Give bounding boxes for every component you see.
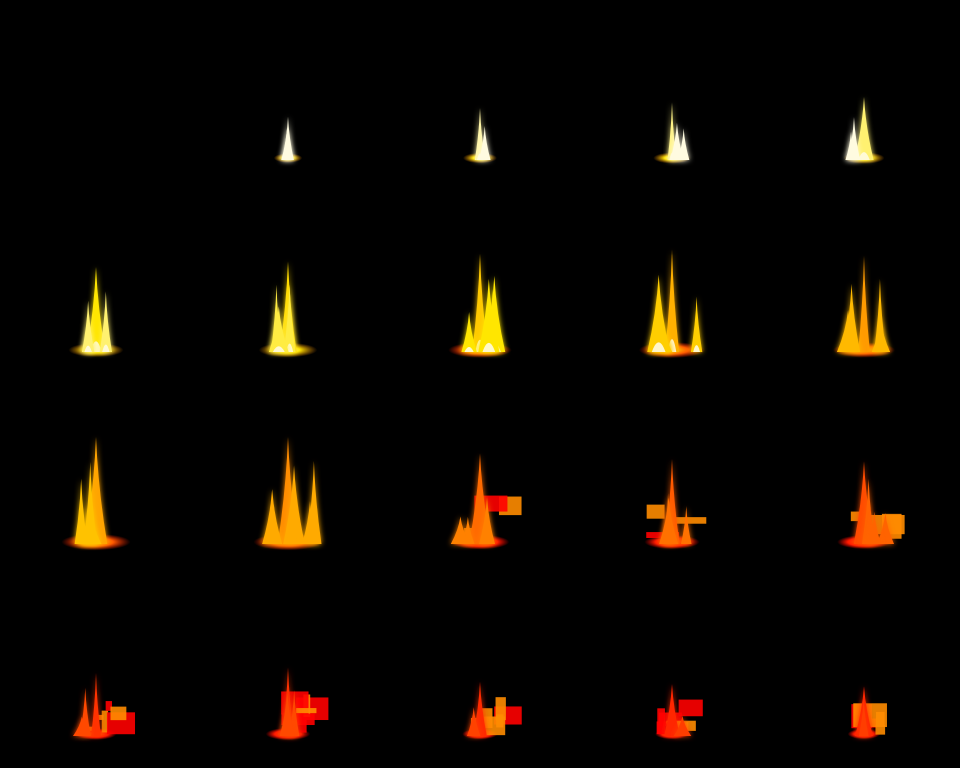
flame-spike bbox=[670, 122, 684, 160]
flame-spike bbox=[283, 284, 296, 352]
flame-spike bbox=[858, 256, 870, 352]
flame-core bbox=[850, 154, 858, 160]
flame-core bbox=[481, 155, 489, 160]
flame-spike bbox=[680, 506, 692, 544]
flame-core bbox=[283, 155, 291, 160]
flame-spike bbox=[842, 283, 861, 352]
ember-block bbox=[875, 724, 886, 735]
sprite-frame-8 bbox=[638, 249, 706, 358]
flame-core bbox=[102, 344, 110, 352]
ember-block bbox=[101, 710, 109, 733]
sprite-frame-18 bbox=[655, 684, 703, 740]
sprite-frame-14 bbox=[837, 461, 905, 549]
flame-spike bbox=[283, 465, 305, 544]
ember-block bbox=[672, 517, 707, 524]
sprite-frame-5 bbox=[68, 267, 124, 357]
flame-core bbox=[84, 345, 92, 352]
sprite-frame-9 bbox=[833, 256, 895, 358]
flame-spike bbox=[81, 300, 95, 352]
flame-spike bbox=[478, 278, 500, 352]
flame-spike bbox=[281, 127, 293, 160]
sprite-frame-12 bbox=[450, 453, 522, 550]
sprite-frame-19 bbox=[847, 686, 887, 740]
flame-core bbox=[272, 346, 285, 352]
ember-block bbox=[657, 708, 665, 735]
sprite-frame-16 bbox=[265, 667, 329, 741]
flame-spike bbox=[83, 461, 98, 544]
flame-core bbox=[464, 347, 474, 352]
flame-spike bbox=[664, 684, 680, 736]
flame-spike bbox=[79, 687, 91, 736]
flame-core bbox=[693, 345, 701, 352]
flame-core bbox=[858, 152, 870, 160]
flame-core bbox=[482, 342, 496, 352]
flame-core bbox=[651, 342, 666, 352]
sprite-frame-7 bbox=[448, 253, 512, 358]
flame-spike bbox=[262, 489, 283, 544]
sprite-frame-11 bbox=[253, 437, 323, 551]
flame-spike bbox=[91, 673, 101, 736]
ember-block bbox=[94, 714, 104, 720]
flame-spike bbox=[478, 126, 491, 160]
sprite-frame-3 bbox=[653, 102, 691, 164]
sprite-frame-4 bbox=[843, 97, 885, 164]
flame-spike bbox=[479, 497, 495, 544]
flame-spike bbox=[86, 267, 106, 352]
ember-block bbox=[296, 708, 317, 714]
flame-spike bbox=[876, 513, 895, 544]
flame-spike bbox=[861, 478, 876, 544]
ember-block bbox=[480, 716, 506, 736]
flame-spike bbox=[99, 291, 112, 352]
ember-block bbox=[853, 703, 887, 728]
flame-spike bbox=[461, 312, 477, 352]
flame-core bbox=[672, 155, 682, 160]
flame-spike bbox=[306, 461, 322, 544]
frames-layer bbox=[61, 97, 905, 741]
sprite-frame-15 bbox=[72, 673, 136, 740]
flame-spike bbox=[663, 493, 674, 544]
ember-block bbox=[495, 697, 506, 721]
ember-block bbox=[850, 511, 865, 522]
ember-block bbox=[870, 514, 905, 535]
ember-block bbox=[105, 701, 113, 711]
flame-spike bbox=[450, 516, 470, 544]
flame-spike bbox=[647, 274, 671, 352]
flame-spike bbox=[279, 693, 296, 736]
ember-block bbox=[110, 706, 127, 721]
sprite-frame-17 bbox=[462, 681, 522, 740]
flame-spike bbox=[854, 97, 874, 160]
flame-spike bbox=[690, 296, 703, 352]
flame-spike bbox=[473, 681, 487, 736]
sprite-frame-13 bbox=[644, 459, 707, 549]
ember-block bbox=[678, 699, 703, 717]
flame-spike bbox=[858, 698, 869, 736]
flame-spike bbox=[466, 707, 481, 736]
flame-spike bbox=[664, 249, 680, 352]
flame-spike bbox=[74, 478, 88, 544]
ember-block bbox=[82, 726, 98, 731]
ember-block bbox=[646, 504, 665, 519]
flame-spike bbox=[867, 511, 881, 544]
flame-spike bbox=[268, 306, 289, 352]
sprite-frame-6 bbox=[258, 261, 318, 358]
flame-spike bbox=[847, 117, 861, 160]
flame-spike bbox=[673, 715, 692, 736]
sprite-frame-10 bbox=[61, 437, 131, 551]
ember-block bbox=[281, 713, 315, 726]
flame-spike bbox=[874, 279, 886, 352]
sprite-frame-1 bbox=[273, 116, 303, 163]
sprite-frame-2 bbox=[463, 108, 497, 164]
